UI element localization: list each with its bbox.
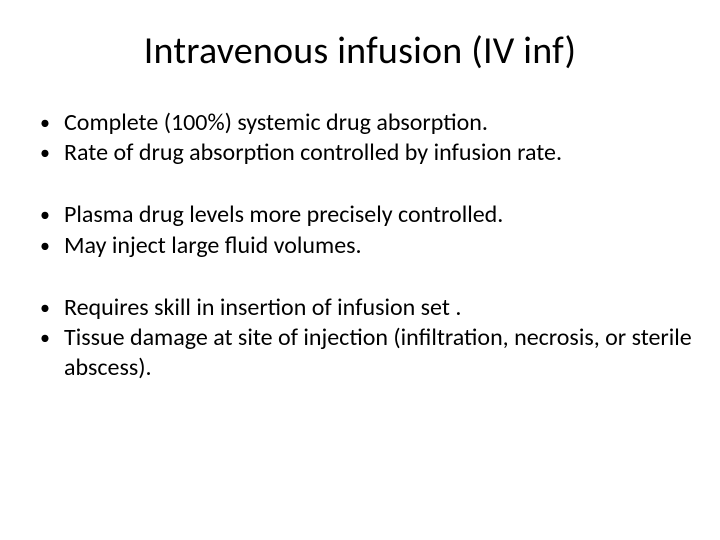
bullet-marker-icon: • xyxy=(40,138,64,168)
bullet-item: • Rate of drug absorption controlled by … xyxy=(26,138,694,168)
bullet-text: Tissue damage at site of injection (infi… xyxy=(64,323,694,383)
bullet-text: Plasma drug levels more precisely contro… xyxy=(64,200,694,230)
bullet-item: • Plasma drug levels more precisely cont… xyxy=(26,200,694,230)
bullet-item: • May inject large fluid volumes. xyxy=(26,231,694,261)
bullet-item: • Requires skill in insertion of infusio… xyxy=(26,293,694,323)
bullet-group-3: • Requires skill in insertion of infusio… xyxy=(26,293,694,384)
bullet-text: Rate of drug absorption controlled by in… xyxy=(64,138,694,168)
bullet-text: Complete (100%) systemic drug absorption… xyxy=(64,108,694,138)
bullet-text: Requires skill in insertion of infusion … xyxy=(64,293,694,323)
bullet-item: • Complete (100%) systemic drug absorpti… xyxy=(26,108,694,138)
bullet-marker-icon: • xyxy=(40,200,64,230)
bullet-marker-icon: • xyxy=(40,323,64,353)
bullet-group-1: • Complete (100%) systemic drug absorpti… xyxy=(26,108,694,168)
bullet-item: • Tissue damage at site of injection (in… xyxy=(26,323,694,383)
bullet-marker-icon: • xyxy=(40,108,64,138)
bullet-group-2: • Plasma drug levels more precisely cont… xyxy=(26,200,694,260)
bullet-text: May inject large fluid volumes. xyxy=(64,231,694,261)
bullet-marker-icon: • xyxy=(40,231,64,261)
bullet-marker-icon: • xyxy=(40,293,64,323)
slide-title: Intravenous infusion (IV inf) xyxy=(26,28,694,74)
slide: Intravenous infusion (IV inf) • Complete… xyxy=(0,0,720,540)
